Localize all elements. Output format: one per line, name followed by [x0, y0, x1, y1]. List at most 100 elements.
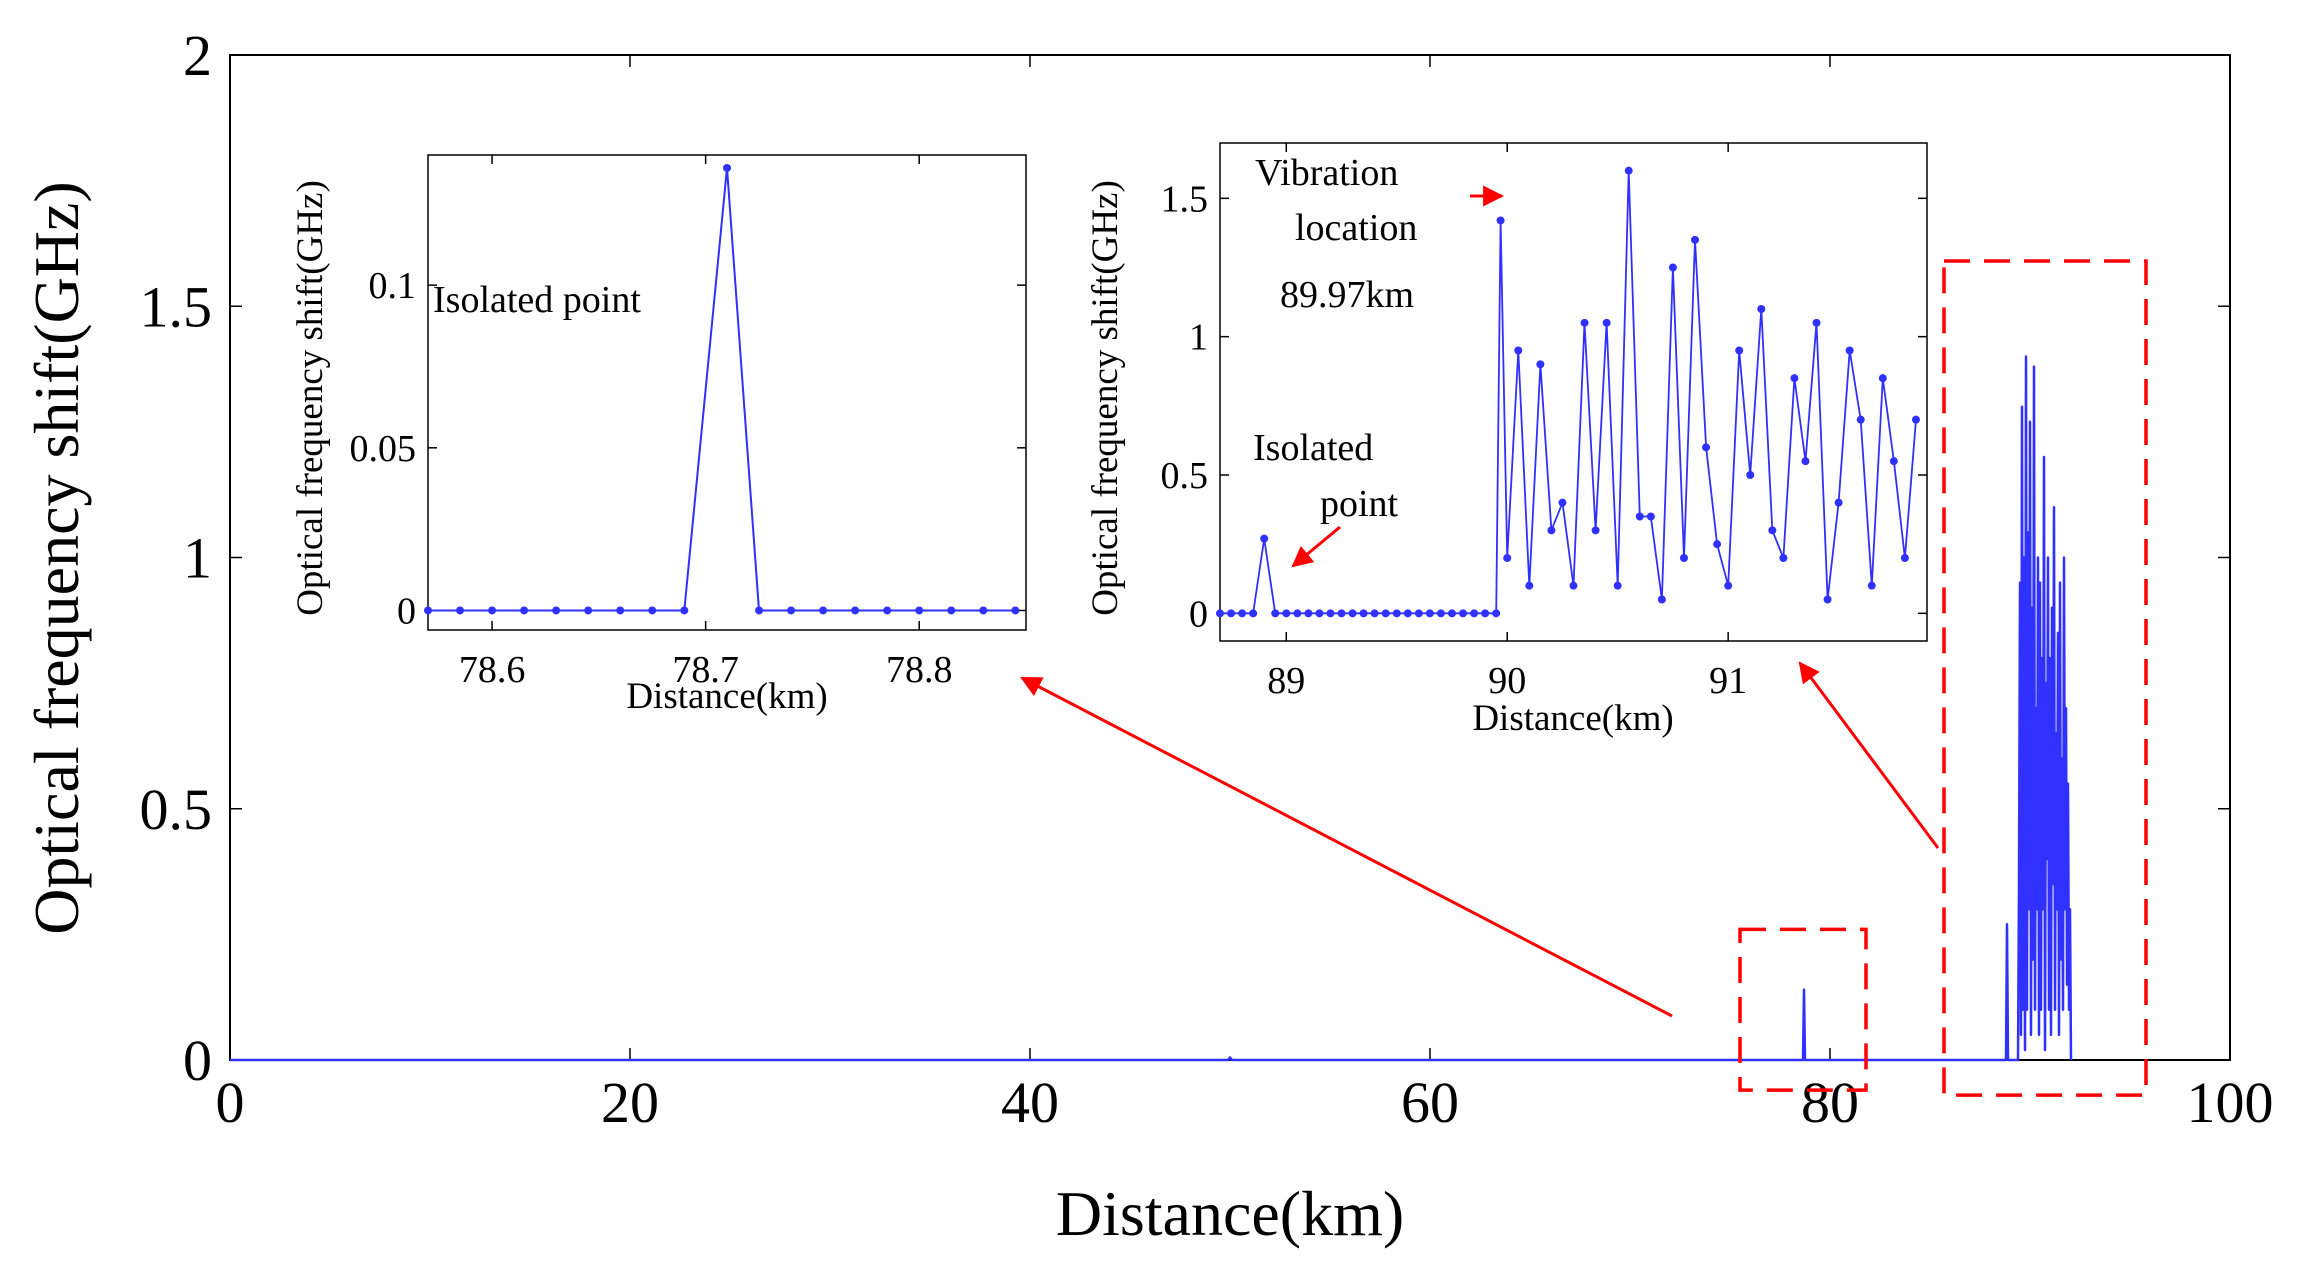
data-point [1403, 609, 1412, 618]
x-tick-label: 80 [1801, 1070, 1859, 1135]
data-point [488, 606, 497, 615]
series-line [230, 355, 2073, 1062]
data-point [1900, 554, 1909, 562]
data-point [1878, 374, 1887, 383]
y-tick-label: 0.5 [1161, 455, 1209, 497]
inset-right-isolated-label-line1: Isolated [1253, 427, 1373, 469]
data-point [947, 606, 956, 615]
data-point [552, 606, 561, 615]
x-tick-label: 91 [1709, 660, 1747, 702]
data-point [1436, 609, 1445, 618]
zoom-arrow-left [1020, 676, 1673, 1018]
x-tick-label: 60 [1401, 1070, 1459, 1135]
x-tick-label: 100 [2187, 1070, 2274, 1135]
data-point [1381, 609, 1390, 618]
data-point [1481, 609, 1490, 618]
data-point [1845, 346, 1854, 355]
y-tick-label: 0 [397, 590, 416, 632]
data-point [424, 606, 432, 615]
data-point [1370, 609, 1379, 618]
x-tick-label: 90 [1488, 660, 1526, 702]
y-tick-label: 1.5 [1161, 178, 1209, 220]
inset-right-frame [1219, 142, 1928, 642]
data-point [1558, 498, 1567, 507]
main-y-axis-label: Optical frequency shift(GHz) [21, 181, 92, 934]
data-point [883, 606, 892, 615]
data-point [819, 606, 828, 615]
data-point [1746, 471, 1755, 479]
data-point [1227, 609, 1236, 618]
y-tick-label: 1.5 [140, 274, 213, 339]
data-point [456, 606, 465, 615]
data-point [1768, 526, 1777, 535]
x-tick-label: 40 [1001, 1070, 1059, 1135]
data-point [584, 606, 593, 615]
data-point [787, 606, 796, 615]
y-tick-label: 0.5 [140, 777, 213, 842]
data-point [1304, 609, 1313, 618]
data-point [979, 606, 988, 615]
data-point [1216, 609, 1224, 618]
data-point [1525, 581, 1534, 590]
data-point [1238, 609, 1247, 618]
data-point [1414, 609, 1423, 618]
data-point [1801, 457, 1810, 466]
inset-left-y-axis-label: Optical frequency shift(GHz) [290, 180, 331, 616]
data-point [1702, 443, 1711, 452]
data-point [755, 606, 764, 615]
data-point [1889, 457, 1898, 466]
inset-right-axis-ticks: 89 90 91 0 0.5 1 1.5 [1161, 143, 1927, 702]
data-point [1635, 512, 1644, 521]
x-tick-label: 0 [216, 1070, 245, 1135]
data-point [1602, 318, 1611, 327]
data-point [1496, 216, 1505, 225]
data-point [1911, 415, 1920, 424]
data-point [1790, 374, 1799, 383]
inset-left-frame [427, 154, 1027, 631]
data-point [648, 606, 657, 615]
data-point [1260, 534, 1269, 543]
zoom-arrow-right [1798, 661, 1940, 849]
x-tick-label: 20 [601, 1070, 659, 1135]
data-point [680, 606, 689, 615]
data-point [1856, 415, 1865, 424]
inset-right-series [1216, 166, 1920, 618]
y-tick-label: 1 [183, 526, 212, 591]
data-point [1315, 609, 1324, 618]
x-tick-label: 89 [1267, 660, 1305, 702]
vibration-location-label-line1: Vibration [1255, 152, 1398, 194]
data-point [1514, 346, 1523, 355]
data-point [1812, 318, 1821, 327]
highlight-box [1738, 927, 1868, 1092]
data-point [1459, 609, 1468, 618]
data-point [1348, 609, 1357, 618]
data-point [1293, 609, 1302, 618]
data-point [915, 606, 924, 615]
x-tick-label: 78.8 [886, 649, 953, 691]
highlight-boxes [1738, 259, 2148, 1097]
y-tick-label: 0.05 [350, 428, 417, 470]
data-point [1724, 581, 1733, 590]
x-tick-label: 78.7 [672, 649, 739, 691]
data-point [1569, 581, 1578, 590]
data-point [1359, 609, 1368, 618]
data-point [1249, 609, 1258, 618]
inset-right-y-axis-label: Optical frequency shift(GHz) [1085, 180, 1126, 616]
inset-left-isolated-point-label: Isolated point [433, 279, 641, 321]
data-point [1271, 609, 1280, 618]
data-point [1867, 581, 1876, 590]
data-point [1713, 540, 1722, 549]
data-point [1492, 609, 1501, 618]
data-point [1326, 609, 1335, 618]
y-tick-label: 0.1 [369, 265, 417, 307]
main-axis-ticks: 0 20 40 60 80 100 0 0.5 1 1.5 2 [140, 23, 2274, 1135]
data-point [1425, 609, 1434, 618]
data-point [616, 606, 625, 615]
data-point [1282, 609, 1291, 618]
y-tick-label: 1 [1189, 317, 1208, 359]
y-tick-label: 0 [183, 1028, 212, 1093]
data-point [1735, 346, 1744, 355]
y-tick-label: 2 [183, 23, 212, 88]
